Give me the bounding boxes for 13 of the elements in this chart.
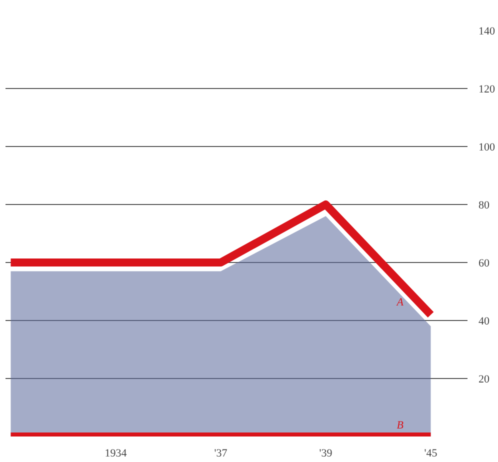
x-tick-label: '37 bbox=[214, 448, 228, 460]
x-tick-label: 1934 bbox=[104, 448, 128, 460]
x-tick-label: '39 bbox=[319, 448, 333, 460]
x-tick-label: '45 bbox=[424, 448, 438, 460]
y-tick-label: 80 bbox=[478, 200, 490, 212]
y-tick-label: 40 bbox=[478, 316, 490, 328]
y-tick-label: 120 bbox=[478, 84, 496, 96]
y-tick-label: 60 bbox=[478, 258, 490, 270]
series-label: B bbox=[396, 420, 404, 432]
y-tick-label: 100 bbox=[478, 142, 496, 154]
y-tick-label: 140 bbox=[478, 26, 496, 38]
y-tick-label: 20 bbox=[478, 374, 490, 386]
series-label: A bbox=[396, 296, 404, 309]
